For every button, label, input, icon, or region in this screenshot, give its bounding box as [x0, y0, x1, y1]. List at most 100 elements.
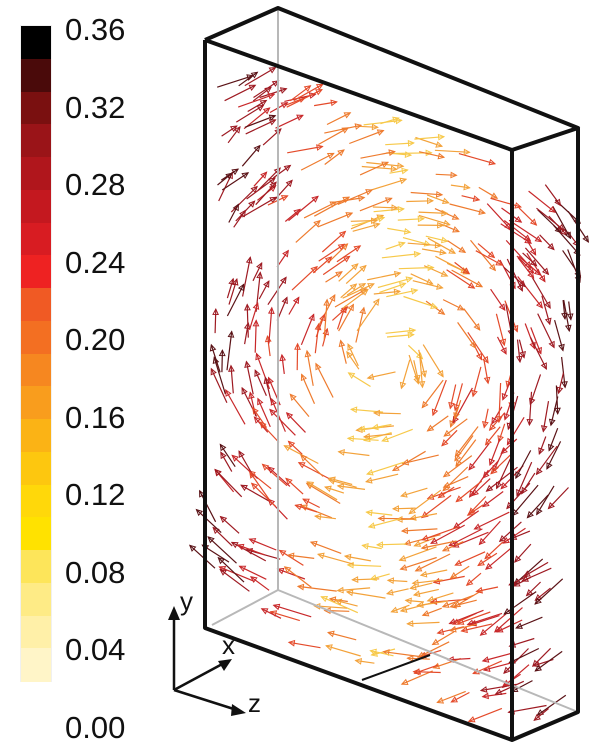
velocity-arrow — [312, 256, 332, 274]
velocity-arrowhead — [397, 206, 405, 213]
velocity-arrowhead — [262, 107, 271, 115]
velocity-arrowhead — [349, 406, 358, 414]
velocity-arrowhead — [292, 296, 300, 305]
colorbar-tick-label: 0.36 — [65, 12, 126, 47]
velocity-arrowhead — [406, 620, 414, 627]
velocity-arrow — [358, 426, 384, 430]
velocity-arrowhead — [463, 148, 471, 156]
velocity-arrowhead — [199, 489, 206, 498]
velocity-arrow — [478, 186, 498, 199]
velocity-arrowhead — [302, 498, 310, 505]
velocity-arrow — [259, 421, 280, 443]
velocity-arrow — [453, 510, 480, 529]
velocity-arrowhead — [250, 482, 259, 490]
velocity-arrowhead — [357, 425, 366, 433]
velocity-arrowhead — [369, 648, 377, 656]
velocity-arrowhead — [377, 514, 385, 522]
velocity-arrow — [483, 358, 489, 384]
velocity-arrowhead — [279, 276, 287, 285]
velocity-arrowhead — [346, 435, 354, 443]
velocity-arrowhead — [431, 408, 439, 417]
velocity-arrowhead — [294, 342, 301, 350]
velocity-arrow — [515, 616, 543, 629]
velocity-arrow — [217, 75, 254, 88]
velocity-arrow — [214, 309, 217, 334]
velocity-arrowhead — [499, 338, 507, 347]
velocity-arrowhead — [526, 510, 534, 519]
velocity-arrowhead — [503, 666, 511, 675]
velocity-arrowhead — [376, 129, 385, 136]
velocity-arrowhead — [270, 397, 278, 406]
velocity-arrowhead — [523, 570, 531, 577]
velocity-arrowhead — [219, 443, 227, 452]
velocity-arrowhead — [529, 259, 538, 267]
velocity-arrowhead — [225, 172, 233, 180]
velocity-arrowhead — [327, 477, 336, 485]
velocity-arrowhead — [519, 351, 526, 359]
velocity-arrowhead — [529, 218, 538, 226]
velocity-arrowhead — [544, 301, 551, 309]
velocity-arrowhead — [439, 248, 447, 256]
velocity-arrowhead — [233, 125, 241, 134]
velocity-arrowhead — [393, 288, 402, 296]
velocity-arrow — [214, 469, 243, 498]
velocity-arrowhead — [412, 668, 420, 676]
colorbar-segment — [21, 91, 51, 125]
velocity-arrowhead — [309, 540, 318, 548]
velocity-arrow — [286, 89, 323, 108]
colorbar-segment — [21, 451, 51, 485]
velocity-arrowhead — [548, 418, 556, 427]
velocity-arrowhead — [441, 197, 450, 204]
velocity-arrow — [340, 340, 347, 364]
velocity-arrow — [448, 528, 483, 547]
velocity-arrow — [297, 585, 337, 592]
velocity-arrow — [366, 511, 393, 516]
velocity-arrowhead — [367, 522, 376, 529]
velocity-arrowhead — [241, 172, 250, 179]
velocity-arrow — [244, 67, 276, 87]
velocity-arrowhead — [473, 523, 482, 530]
velocity-arrow — [289, 85, 311, 102]
velocity-arrowhead — [495, 481, 503, 490]
velocity-arrowhead — [534, 235, 543, 243]
velocity-arrowhead — [365, 189, 373, 196]
velocity-arrowhead — [475, 280, 484, 288]
velocity-arrow — [516, 255, 535, 274]
velocity-arrowhead — [488, 158, 497, 166]
velocity-arrow — [289, 393, 310, 417]
velocity-arrowhead — [250, 185, 258, 194]
velocity-arrowhead — [533, 713, 541, 722]
velocity-arrow — [383, 651, 420, 658]
velocity-arrowhead — [395, 117, 403, 125]
y-axis-label: y — [180, 586, 193, 616]
velocity-arrowhead — [484, 552, 492, 560]
velocity-arrow — [306, 482, 341, 505]
velocity-arrowhead — [252, 406, 259, 415]
velocity-arrowhead — [548, 443, 555, 452]
velocity-arrowhead — [354, 657, 363, 665]
velocity-arrowhead — [325, 644, 333, 651]
velocity-arrow — [435, 255, 468, 274]
velocity-arrow — [449, 384, 457, 409]
velocity-arrowhead — [390, 606, 399, 613]
velocity-arrowhead — [366, 373, 375, 381]
velocity-arrow — [455, 439, 477, 467]
velocity-arrowhead — [370, 217, 379, 225]
velocity-arrow — [373, 290, 400, 295]
velocity-arrowhead — [455, 495, 464, 503]
velocity-arrowhead — [304, 349, 312, 358]
velocity-arrowhead — [453, 412, 460, 420]
colorbar-segment — [21, 288, 51, 322]
velocity-arrowhead — [437, 133, 446, 141]
velocity-arrow — [210, 368, 228, 404]
velocity-arrow — [249, 538, 277, 551]
velocity-arrowhead — [501, 392, 509, 401]
hidden-edge — [277, 589, 579, 713]
velocity-arrow — [420, 569, 448, 576]
velocity-arrowhead — [268, 177, 276, 185]
y-axis-arrowhead — [168, 606, 180, 620]
velocity-arrow — [455, 480, 483, 503]
velocity-arrowhead — [263, 280, 270, 288]
velocity-arrowhead — [398, 554, 407, 562]
velocity-arrowhead — [267, 466, 275, 474]
